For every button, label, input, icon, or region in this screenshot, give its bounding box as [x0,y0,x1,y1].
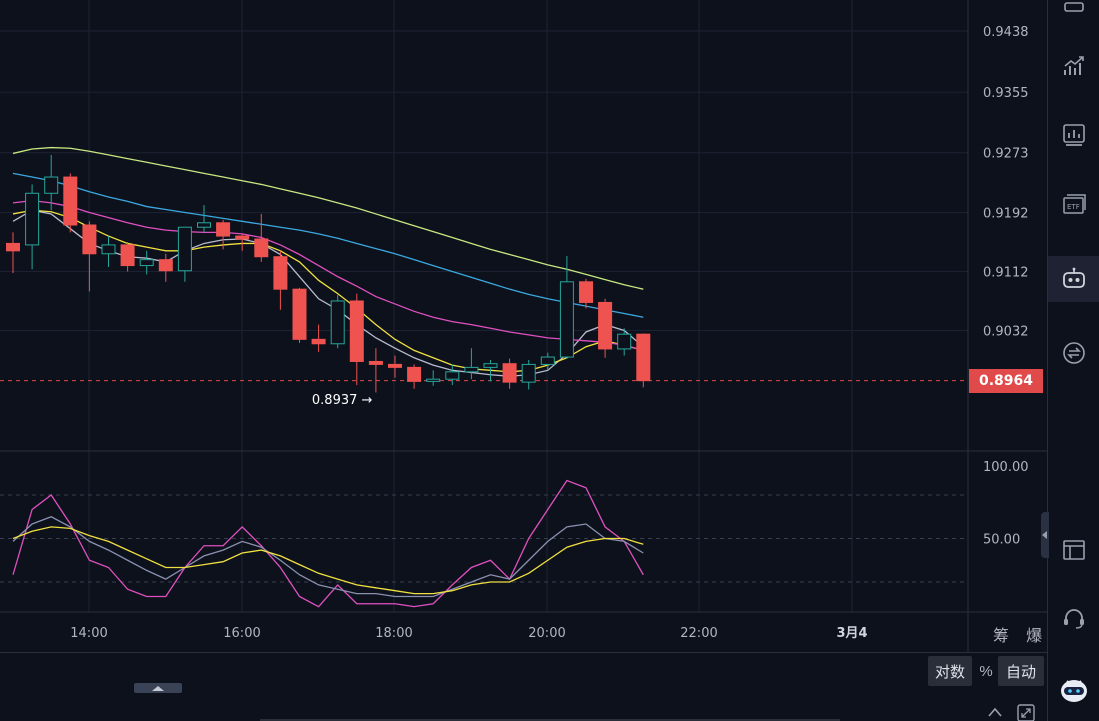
candle-body [368,360,383,365]
layout-icon [1063,540,1085,560]
candle-body [464,366,479,373]
oscillator-line [12,516,644,598]
current-price-tag: 0.8964 [969,368,1043,393]
price-tick-label: 0.9192 [983,206,1029,221]
candle-body [407,366,422,382]
candle-body [598,301,613,350]
bottom-controls: 对数 % 自动 [0,652,1047,721]
support-button[interactable] [1048,597,1099,641]
expand-up-icon[interactable] [987,706,1003,718]
pane-resize-handle[interactable] [134,683,182,693]
min-price-annotation: 0.8937 → [311,393,373,409]
price-tick-label: 0.9355 [983,86,1029,101]
time-tick-label: 14:00 [70,626,107,641]
scroll-track[interactable] [260,719,840,721]
time-tick-label: 20:00 [528,626,565,641]
moving-average-line [12,209,644,373]
assistant-avatar-icon [1061,680,1087,702]
indicator-button[interactable] [1048,113,1099,157]
candle-body [197,222,211,228]
candle-body [63,176,78,226]
oscillator-tick-label: 100.00 [983,460,1029,475]
indicator-icon [1063,124,1085,146]
candle-body [311,338,326,345]
candle-body [388,363,402,368]
etf-icon: ETF [1063,194,1086,214]
candle-body [120,244,135,267]
time-axis-extras[interactable]: 筹 爆 [993,626,1049,645]
top-partial-button[interactable] [1048,0,1099,24]
chevron-up-icon [152,686,164,691]
candle-body [158,259,173,272]
moving-average-line [12,200,644,352]
price-tick-label: 0.9112 [983,265,1029,280]
oscillator-tick-label: 50.00 [983,533,1020,548]
assistant-button[interactable] [1048,668,1099,712]
candle-body [579,281,593,303]
price-tick-label: 0.9032 [983,324,1029,339]
chart-canvas[interactable]: 0.9438 0.9355 0.9273 0.9192 0.9112 0.9032 100.… [0,0,1047,652]
candle-body [559,281,574,358]
candle-body [483,363,498,368]
time-tick-label: 3月4 [836,626,867,641]
candle-body [292,288,307,340]
layout-button[interactable] [1048,528,1099,572]
time-tick-label: 16:00 [223,626,260,641]
candle-body [349,300,364,362]
candle-body [101,244,116,255]
percent-scale-button[interactable]: % [979,662,993,680]
right-toolbar: ETF [1041,0,1099,721]
candle-body [540,356,555,365]
moving-average-line [12,209,644,377]
chart-up-button[interactable] [1048,44,1099,88]
moving-average-line [12,172,644,318]
chart-up-icon [1064,56,1084,75]
price-tick-label: 0.9273 [983,147,1029,162]
candle-body [139,259,154,267]
robot-icon [1063,267,1085,288]
oscillator-line [12,479,644,608]
auto-scale-button[interactable]: 自动 [998,656,1044,686]
candle-body [330,300,345,345]
candle-body [25,192,40,246]
moving-average-line [12,146,644,290]
swap-button[interactable] [1048,331,1099,375]
fullscreen-icon[interactable] [1017,704,1035,721]
candle-body [502,363,517,383]
candle-body [216,222,231,237]
candle-body [426,378,441,382]
candle-body [445,371,460,380]
candle-body [6,242,20,252]
candle-body [636,333,651,382]
svg-text:ETF: ETF [1067,203,1080,211]
candle-body [82,224,97,255]
candle-body [617,333,632,350]
candle-body [44,176,59,194]
price-tick-label: 0.9438 [983,25,1029,40]
log-scale-button[interactable]: 对数 [928,656,972,686]
headset-icon [1064,609,1084,629]
swap-icon [1063,342,1085,364]
candle-body [273,256,288,290]
candle-body [254,238,269,258]
candle-body [177,226,192,272]
etf-button[interactable]: ETF [1048,182,1099,226]
robot-button[interactable] [1041,256,1099,558]
candle-body [521,363,536,383]
oscillator-line [12,526,644,595]
chart-background [0,0,1047,652]
time-tick-label: 22:00 [680,626,717,641]
chevron-left-icon [1042,531,1047,539]
collapse-toolbar-tab[interactable] [1041,512,1049,558]
candle-body [235,235,250,240]
time-tick-label: 18:00 [375,626,412,641]
panel-icon [1064,2,1084,12]
